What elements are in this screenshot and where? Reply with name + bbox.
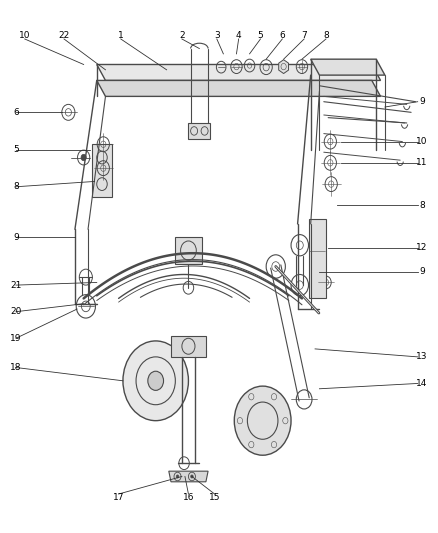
Text: 5: 5 <box>13 145 19 154</box>
Bar <box>308 219 326 298</box>
Text: 18: 18 <box>10 363 22 372</box>
Text: 15: 15 <box>209 493 220 502</box>
Text: 22: 22 <box>58 31 70 40</box>
Text: 8: 8 <box>323 31 329 40</box>
Circle shape <box>176 475 179 478</box>
Text: 21: 21 <box>10 280 21 289</box>
Polygon shape <box>311 59 385 75</box>
Polygon shape <box>97 80 381 96</box>
Bar <box>188 123 210 139</box>
Text: 13: 13 <box>416 352 428 361</box>
Text: 2: 2 <box>179 31 185 40</box>
Circle shape <box>148 371 163 390</box>
Text: 10: 10 <box>19 31 31 40</box>
Text: 20: 20 <box>10 307 21 316</box>
Circle shape <box>81 155 86 161</box>
Text: 4: 4 <box>236 31 241 40</box>
Circle shape <box>234 386 291 455</box>
Polygon shape <box>92 144 112 197</box>
Text: 1: 1 <box>118 31 124 40</box>
Text: 8: 8 <box>13 182 19 191</box>
Circle shape <box>123 341 188 421</box>
Text: 9: 9 <box>419 268 425 276</box>
Text: 19: 19 <box>10 334 22 343</box>
Text: 17: 17 <box>113 493 124 502</box>
Bar <box>175 237 201 264</box>
Circle shape <box>191 475 193 478</box>
Text: 10: 10 <box>416 137 428 146</box>
Polygon shape <box>97 64 381 80</box>
Text: 9: 9 <box>13 233 19 242</box>
Text: 3: 3 <box>214 31 220 40</box>
Text: 8: 8 <box>419 201 425 210</box>
Text: 12: 12 <box>417 244 428 253</box>
Polygon shape <box>169 471 208 482</box>
Text: 16: 16 <box>183 493 194 502</box>
Text: 5: 5 <box>258 31 263 40</box>
Text: 11: 11 <box>416 158 428 167</box>
Text: 14: 14 <box>417 379 428 388</box>
Text: 7: 7 <box>301 31 307 40</box>
Text: 9: 9 <box>419 97 425 106</box>
Bar <box>171 336 206 357</box>
Text: 6: 6 <box>279 31 285 40</box>
Polygon shape <box>279 60 289 74</box>
Text: 6: 6 <box>13 108 19 117</box>
